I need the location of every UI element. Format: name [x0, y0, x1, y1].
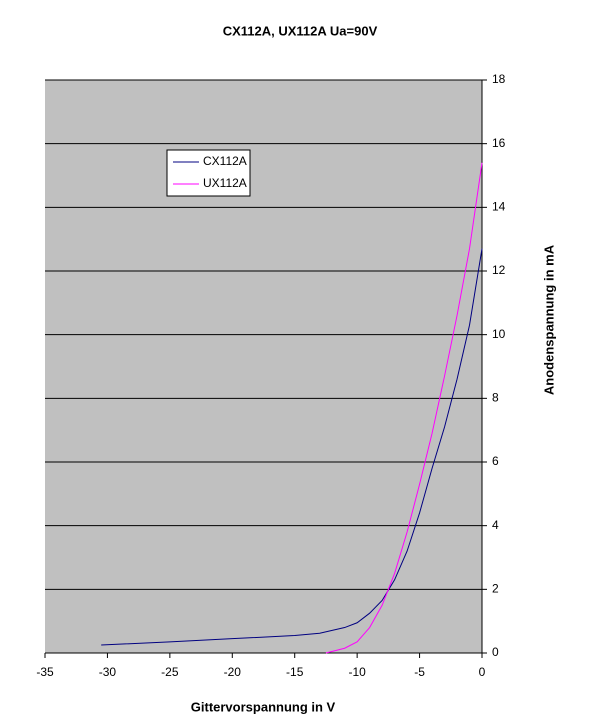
x-tick-label: -35 — [36, 665, 54, 679]
plot-area — [45, 80, 482, 653]
y-tick-label: 14 — [492, 200, 506, 214]
y-axis-label: Anodenspannung in mA — [541, 244, 556, 395]
chart-title: CX112A, UX112A Ua=90V — [223, 23, 378, 38]
y-tick-label: 8 — [492, 391, 499, 405]
y-tick-label: 18 — [492, 72, 506, 86]
x-tick-label: -20 — [224, 665, 242, 679]
y-tick-label: 10 — [492, 327, 506, 341]
x-axis-label: Gittervorspannung in V — [191, 699, 336, 714]
x-tick-label: -15 — [286, 665, 304, 679]
x-tick-label: -10 — [348, 665, 366, 679]
y-tick-label: 0 — [492, 645, 499, 659]
y-tick-label: 4 — [492, 518, 499, 532]
series-line — [101, 248, 483, 646]
y-tick-label: 12 — [492, 263, 506, 277]
legend-label: CX112A — [203, 154, 247, 168]
y-tick-label: 6 — [492, 454, 499, 468]
x-tick-label: -25 — [161, 665, 179, 679]
x-tick-label: -30 — [99, 665, 117, 679]
y-tick-label: 16 — [492, 136, 506, 150]
legend-label: UX112A — [203, 176, 247, 190]
y-tick-label: 2 — [492, 582, 499, 596]
x-tick-label: -5 — [414, 665, 425, 679]
x-tick-label: 0 — [479, 665, 486, 679]
series-line — [325, 162, 483, 654]
legend-box — [166, 149, 251, 197]
